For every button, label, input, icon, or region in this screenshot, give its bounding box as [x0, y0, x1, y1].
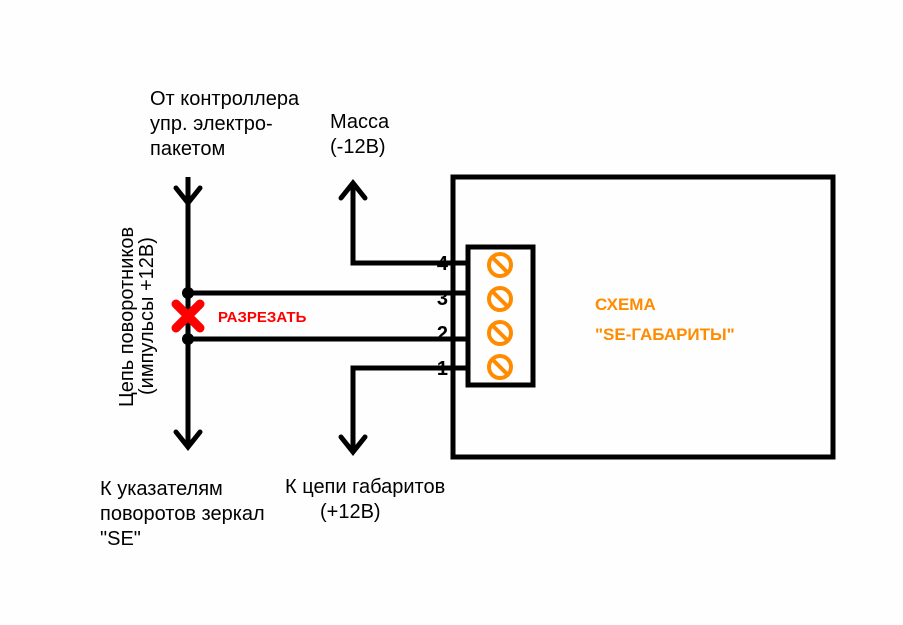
- label-from-controller-3: пакетом: [150, 138, 225, 160]
- label-to-mirrors-2: поворотов зеркал: [100, 503, 265, 525]
- label-from-controller-1: От контроллера: [150, 88, 300, 110]
- label-to-mirrors-1: К указателям: [100, 478, 223, 500]
- wiring-diagram: 4 3 2 1 СХЕМА "SE-ГАБАРИТЫ" РАЗРЕЗАТЬ От…: [0, 0, 903, 625]
- label-mass-2: (-12В): [330, 136, 386, 158]
- label-to-mirrors-3: "SE": [100, 528, 141, 550]
- label-from-controller-2: упр. электро-: [150, 113, 273, 135]
- label-mass-1: Масса: [330, 111, 390, 133]
- label-gabarit-2: (+12В): [320, 501, 381, 523]
- label-turn-circuit-2: (импульсы +12В): [136, 237, 158, 395]
- pin-2-label: 2: [437, 323, 448, 345]
- module-title-line1: СХЕМА: [595, 295, 656, 314]
- label-turn-circuit-1: Цепь поворотников: [116, 227, 138, 407]
- cut-label: РАЗРЕЗАТЬ: [218, 309, 307, 326]
- label-gabarit-1: К цепи габаритов: [285, 476, 445, 498]
- module-title-line2: "SE-ГАБАРИТЫ": [595, 325, 735, 344]
